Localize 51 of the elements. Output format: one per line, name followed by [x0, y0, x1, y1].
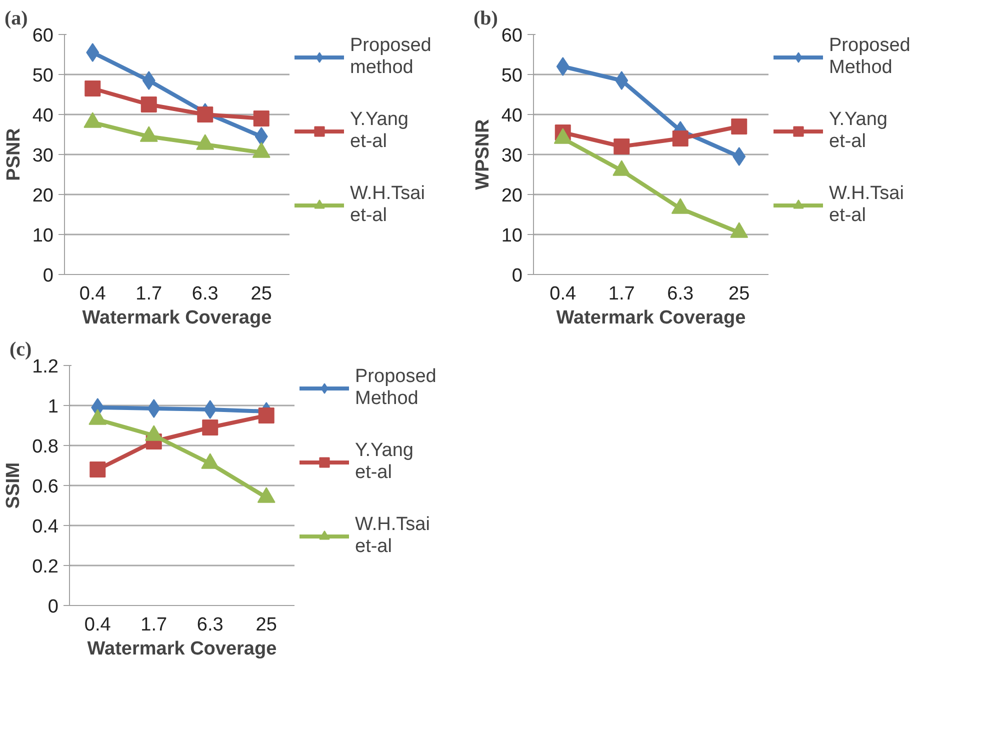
y-tick-label: 40 [501, 106, 523, 126]
legend-label: Y.Yang et-al [350, 108, 408, 154]
y-tick-label: 10 [32, 226, 54, 246]
legend-label: Proposed Method [829, 34, 910, 80]
x-tick-label: 25 [728, 284, 750, 304]
y-tick-label: 60 [501, 26, 523, 46]
y-tick-label: 0 [512, 266, 523, 286]
x-tick-label: 6.3 [192, 284, 218, 304]
x-tick-label: 25 [256, 614, 277, 636]
chart-title: (b) [474, 8, 498, 30]
chart-title: (a) [4, 8, 28, 30]
x-tick-label: 25 [250, 284, 272, 304]
x-tick-label: 0.4 [79, 284, 106, 304]
y-tick-label: 0.8 [32, 436, 59, 458]
y-tick-label: 60 [32, 26, 54, 46]
x-tick-label: 6.3 [667, 284, 694, 304]
y-tick-label: 50 [32, 66, 54, 86]
x-axis-title: Watermark Coverage [87, 638, 277, 660]
y-tick-label: 0.2 [32, 556, 59, 578]
x-tick-label: 0.4 [84, 614, 112, 636]
y-tick-label: 0.4 [32, 516, 59, 538]
y-tick-label: 0 [48, 596, 59, 618]
legend-label: W.H.Tsai et-al [829, 182, 904, 228]
x-tick-label: 1.7 [136, 284, 162, 304]
x-tick-label: 1.7 [140, 614, 168, 636]
y-tick-label: 1.2 [32, 356, 59, 378]
y-tick-label: 40 [32, 106, 54, 126]
y-axis-title: SSIM [3, 462, 24, 509]
legend-label: Proposed method [350, 34, 432, 80]
y-tick-label: 0 [42, 266, 54, 286]
y-axis-title: PSNR [3, 128, 24, 181]
y-axis-title: WPSNR [472, 118, 494, 190]
y-tick-label: 20 [501, 186, 523, 206]
x-axis-title: Watermark Coverage [556, 308, 746, 328]
x-tick-label: 0.4 [550, 284, 577, 304]
y-tick-label: 30 [32, 146, 54, 166]
legend-label: Y.Yang et-al [829, 108, 888, 154]
y-tick-label: 50 [501, 66, 523, 86]
y-tick-label: 30 [501, 146, 523, 166]
y-tick-label: 0.6 [32, 476, 59, 498]
x-axis-title: Watermark Coverage [82, 308, 272, 328]
y-tick-label: 10 [501, 226, 523, 246]
legend-label: W.H.Tsai et-al [355, 513, 430, 559]
y-tick-label: 1 [48, 396, 59, 418]
legend-label: W.H.Tsai et-al [350, 182, 425, 228]
x-tick-label: 6.3 [196, 614, 224, 636]
legend-label: Proposed Method [355, 365, 436, 411]
x-tick-label: 1.7 [608, 284, 635, 304]
chart-title: (c) [10, 338, 32, 360]
legend-label: Y.Yang et-al [355, 439, 414, 485]
y-tick-label: 20 [32, 186, 54, 206]
